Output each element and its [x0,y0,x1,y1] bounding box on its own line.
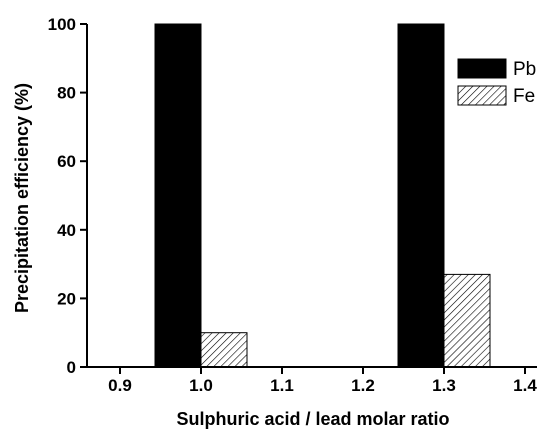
axes-layer: 0 20 40 60 80 100 0.9 1.0 1.1 1.2 1.3 1.4 [48,15,537,395]
bar-pb-1.0 [154,23,202,368]
x-tick-label: 0.9 [108,376,132,395]
legend-swatch-pb [457,58,507,79]
y-tick-label: 40 [57,221,76,240]
x-tick-label: 1.2 [351,376,375,395]
y-axis-title: Precipitation efficiency (%) [12,83,32,313]
y-tick-label: 80 [57,84,76,103]
x-tick-label: 1.1 [270,376,294,395]
bar-fe-1.3 [443,273,491,368]
legend-label-fe: Fe [513,86,535,107]
y-tick-label: 20 [57,289,76,308]
x-tick-label: 1.3 [432,376,456,395]
legend-swatch-fe [457,85,507,106]
y-tick-label: 0 [67,358,76,377]
bar-fe-1.0 [200,332,248,368]
y-tick-label: 100 [48,15,76,34]
y-tick-label: 60 [57,152,76,171]
legend: Pb Fe [457,58,536,107]
bars-layer [154,23,491,368]
x-tick-label: 1.0 [189,376,213,395]
legend-label-pb: Pb [513,59,536,80]
bar-pb-1.3 [397,23,445,368]
x-tick-label: 1.4 [513,376,537,395]
x-axis-title: Sulphuric acid / lead molar ratio [176,409,449,429]
